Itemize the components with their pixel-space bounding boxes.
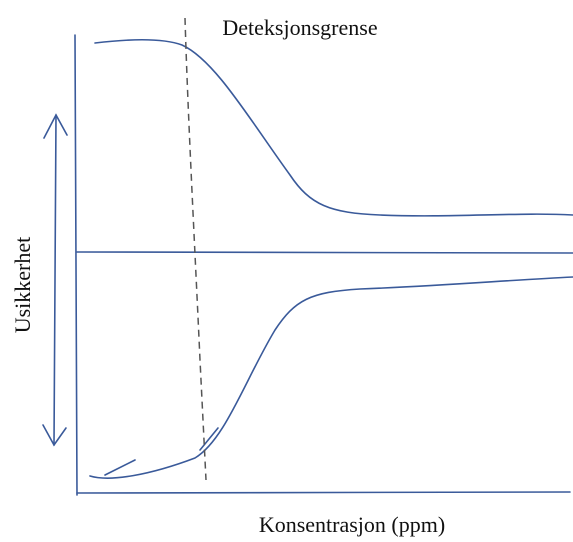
lower-curve-stroke	[104, 459, 136, 476]
uncertainty-arrow	[53, 114, 57, 446]
arrow-head	[42, 424, 67, 447]
middle-line	[76, 251, 573, 254]
y-label: Usikkerhet	[10, 237, 35, 334]
y-axis	[74, 34, 78, 496]
lower-curve-stroke	[199, 427, 219, 451]
x-label: Konsentrasjon (ppm)	[259, 512, 445, 537]
upper-curve	[94, 39, 573, 217]
annotation: Deteksjonsgrense	[222, 15, 377, 40]
detection-limit-line	[184, 17, 207, 481]
lower-curve	[89, 276, 573, 479]
arrow-head	[43, 113, 68, 139]
x-axis	[76, 491, 571, 494]
